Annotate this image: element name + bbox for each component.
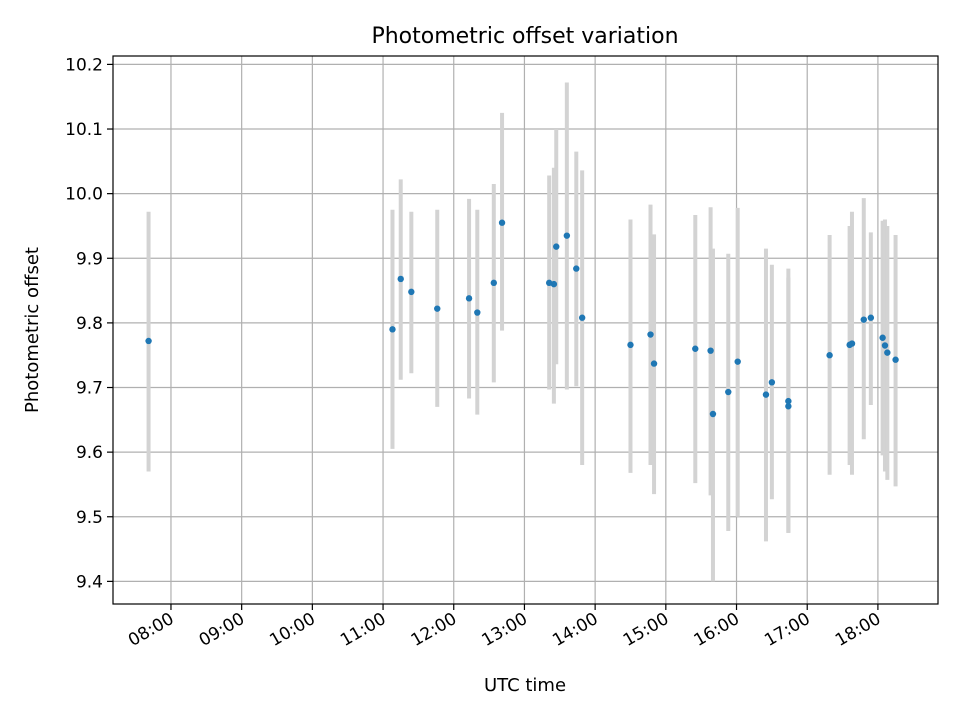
data-point	[474, 309, 481, 316]
x-axis-label: UTC time	[484, 675, 566, 696]
data-point	[892, 356, 899, 363]
y-tick-label: 9.7	[76, 379, 103, 399]
data-point	[707, 347, 714, 354]
data-point	[881, 342, 889, 349]
x-axis-ticks: 08:00 09:00 10:00 11:00 12:00 13:00 14:00 15:00…	[125, 604, 884, 651]
data-point	[734, 358, 741, 365]
y-tick-label: 10.1	[65, 120, 103, 140]
data-point	[692, 345, 699, 352]
data-point	[768, 379, 776, 386]
data-point	[785, 403, 792, 410]
x-tick-label: 11:00	[337, 609, 389, 651]
plot-frame	[112, 55, 939, 605]
data-point	[434, 305, 441, 312]
x-tick-label: 15:00	[620, 609, 672, 651]
data-point	[389, 326, 396, 333]
data-point	[709, 410, 717, 418]
y-tick-label: 9.8	[76, 314, 103, 334]
data-point	[867, 314, 875, 321]
data-point	[848, 340, 856, 347]
data-point	[762, 391, 770, 398]
y-axis-ticks: 9.4 9.5 9.6 9.7 9.8 9.9 10.0 10.1 10.2	[65, 55, 113, 592]
x-tick-label: 18:00	[832, 609, 884, 651]
x-tick-label: 08:00	[125, 609, 177, 651]
data-point	[879, 334, 886, 341]
y-tick-label: 9.4	[76, 572, 103, 592]
y-tick-label: 10.2	[65, 55, 103, 75]
data-point	[826, 352, 833, 359]
chart-title: Photometric offset variation	[371, 24, 678, 49]
data-point	[627, 341, 634, 349]
error-bars	[146, 82, 898, 582]
data-point	[550, 280, 558, 288]
data-point	[408, 288, 415, 296]
data-point	[884, 349, 891, 356]
y-tick-label: 9.6	[76, 443, 103, 463]
data-points	[145, 219, 899, 418]
x-tick-label: 17:00	[761, 609, 813, 651]
y-tick-label: 9.9	[76, 249, 103, 269]
grid-lines	[113, 56, 938, 604]
data-point	[498, 219, 506, 226]
data-point	[397, 275, 404, 283]
data-point	[145, 337, 152, 345]
data-point	[785, 397, 792, 405]
data-point	[490, 279, 498, 287]
y-tick-label: 9.5	[76, 508, 103, 528]
data-point	[650, 360, 658, 367]
data-point	[573, 265, 580, 272]
y-tick-label: 10.0	[65, 185, 103, 205]
data-point	[563, 232, 571, 239]
x-tick-label: 14:00	[549, 609, 601, 651]
data-point	[578, 314, 586, 321]
data-point	[647, 331, 654, 338]
x-tick-label: 13:00	[479, 609, 531, 651]
data-point	[553, 243, 560, 250]
data-point	[725, 388, 732, 396]
x-tick-label: 09:00	[196, 609, 248, 651]
x-tick-label: 10:00	[266, 609, 318, 651]
y-axis-label: Photometric offset	[22, 247, 43, 413]
data-point	[860, 316, 867, 323]
data-point	[465, 295, 473, 302]
x-tick-label: 16:00	[691, 609, 743, 651]
x-tick-label: 12:00	[408, 609, 460, 651]
